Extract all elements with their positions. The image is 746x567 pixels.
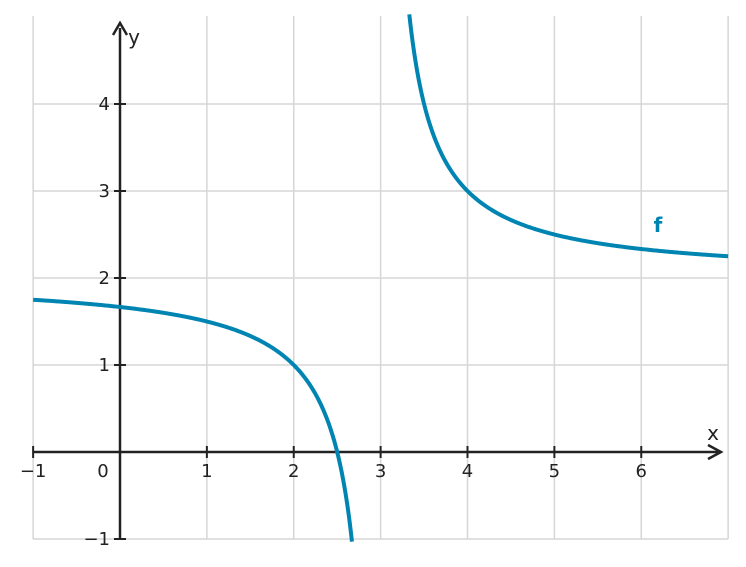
- curves: [32, 14, 729, 542]
- x-axis-arrow: [707, 443, 724, 461]
- ticks: −1 0 1 2 3 4 5 6 −1 1 2 3 4: [20, 94, 647, 550]
- x-tick-label: 0: [97, 461, 108, 482]
- x-axis-label: x: [707, 421, 719, 445]
- series-f-branch-2: [407, 14, 729, 259]
- grid-lines: [32, 16, 729, 540]
- y-axis-arrow: [111, 20, 129, 36]
- x-tick-label: 1: [201, 461, 212, 482]
- y-tick-label: −1: [83, 529, 110, 550]
- x-tick-label: 2: [288, 461, 299, 482]
- y-axis-label: y: [128, 25, 140, 49]
- x-tick-label: 6: [636, 461, 647, 482]
- x-tick-label: 4: [462, 461, 473, 482]
- series-label-f: f: [654, 213, 663, 237]
- x-tick-label: 3: [375, 461, 386, 482]
- y-tick-label: 2: [99, 268, 110, 289]
- y-tick-label: 1: [99, 355, 110, 376]
- y-tick-label: 3: [99, 181, 110, 202]
- x-tick-label: 5: [549, 461, 560, 482]
- series-f-branch-1: [32, 297, 354, 542]
- x-tick-label: −1: [20, 461, 47, 482]
- y-tick-label: 4: [99, 94, 110, 115]
- axes: [33, 20, 724, 539]
